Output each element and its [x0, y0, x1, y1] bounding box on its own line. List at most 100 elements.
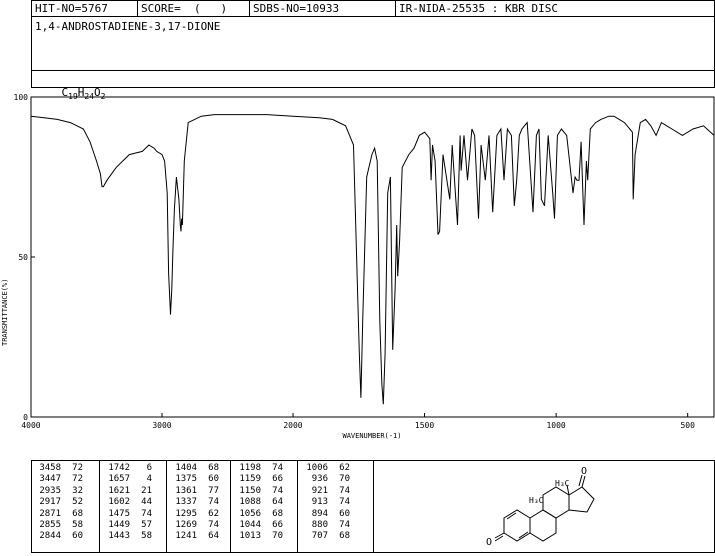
- x-tick-label: 3000: [152, 421, 171, 430]
- peak-transmittance: 44: [141, 497, 152, 508]
- peak-wavenumber: 1198: [239, 463, 261, 473]
- peak-transmittance: 68: [339, 531, 350, 542]
- peak-row: 1602 44: [100, 497, 166, 508]
- peak-wavenumber: 707: [311, 531, 328, 542]
- peak-row: 1198 74: [231, 463, 297, 474]
- score-field: SCORE= ( ): [138, 1, 250, 17]
- peak-wavenumber: 1044: [239, 519, 261, 530]
- peak-row: 936 70: [298, 474, 373, 485]
- peak-row: 921 74: [298, 486, 373, 497]
- peak-row: 1044 66: [231, 520, 297, 531]
- molecular-structure: O O H₃C H₃C: [486, 466, 595, 548]
- peak-row: 1159 66: [231, 474, 297, 485]
- peak-row: 1449 57: [100, 520, 166, 531]
- ir-spectrum-chart: 0 50 100 4000 3000 2000 1500 1000 500 TRANSMITT…: [1, 93, 715, 440]
- peak-wavenumber: 1088: [239, 497, 261, 508]
- peak-transmittance: 74: [141, 508, 152, 519]
- peak-column: 1198 74 1159 66 1150 74 1088 64 1056 68 1044 66 1013…: [231, 460, 298, 552]
- peak-row: 2871 68: [31, 509, 99, 520]
- peak-row: 1269 74: [167, 520, 230, 531]
- peak-row: 2917 52: [31, 497, 99, 508]
- peak-row: 1375 60: [167, 474, 230, 485]
- peak-transmittance: 74: [272, 485, 283, 496]
- peak-column: 1404 68 1375 60 1361 77 1337 74 1295 62 1269 74 1241…: [167, 460, 231, 552]
- peak-row: 1742 6: [100, 463, 166, 474]
- peak-transmittance: 32: [72, 485, 83, 496]
- peak-transmittance: 60: [208, 474, 219, 485]
- peak-transmittance: 74: [339, 485, 350, 496]
- peak-wavenumber: 1337: [175, 497, 197, 508]
- peak-wavenumber: 880: [311, 519, 328, 530]
- peak-wavenumber: 894: [311, 508, 328, 519]
- peak-transmittance: 68: [272, 508, 283, 519]
- x-tick-label: 1500: [415, 421, 434, 430]
- sdbs-number: SDBS-NO=10933: [250, 1, 396, 17]
- peak-wavenumber: 1621: [108, 485, 130, 496]
- x-axis-label: WAVENUMBER(-1): [342, 432, 401, 440]
- peak-wavenumber: 1269: [175, 519, 197, 530]
- x-tick-label: 2000: [283, 421, 302, 430]
- methyl-c19-label: H₃C: [529, 496, 544, 505]
- peak-row: 1443 58: [100, 531, 166, 542]
- peak-wavenumber: 1742: [108, 463, 130, 473]
- compound-info: 1,4-ANDROSTADIENE-3,17-DIONE C19H24O2: [31, 16, 715, 101]
- peak-column: 1742 6 1657 4 1621 21 1602 44 1475 74 1449 57 1443 58: [100, 460, 167, 552]
- peak-row: 1088 64: [231, 497, 297, 508]
- peak-column: 1006 62 936 70 921 74 913 74 894 60 880 74 707 68: [298, 460, 373, 552]
- peak-row: 1241 64: [167, 531, 230, 542]
- peak-wavenumber: 1602: [108, 497, 130, 508]
- spectrum-line: [30, 114, 715, 405]
- peak-wavenumber: 1475: [108, 508, 130, 519]
- peak-wavenumber: 1443: [108, 531, 130, 542]
- peak-row: 3447 72: [31, 474, 99, 485]
- peak-wavenumber: 1241: [175, 531, 197, 542]
- ir-nida-label: IR-NIDA-25535 : KBR DISC: [399, 2, 558, 15]
- peak-transmittance: 52: [72, 497, 83, 508]
- peak-transmittance: 74: [208, 519, 219, 530]
- peak-row: 1657 4: [100, 474, 166, 485]
- peak-row: 894 60: [298, 509, 373, 520]
- peak-row: 913 74: [298, 497, 373, 508]
- structure-frame: O O H₃C H₃C: [373, 460, 715, 553]
- peak-wavenumber: 1404: [175, 463, 197, 473]
- peak-wavenumber: 3447: [39, 474, 61, 485]
- peak-wavenumber: 1013: [239, 531, 261, 542]
- peak-transmittance: 68: [208, 463, 219, 473]
- peak-transmittance: 4: [146, 474, 152, 485]
- peak-wavenumber: 913: [311, 497, 328, 508]
- peak-row: 1056 68: [231, 509, 297, 520]
- peak-row: 1006 62: [298, 463, 373, 474]
- peak-wavenumber: 1361: [175, 485, 197, 496]
- peak-row: 880 74: [298, 520, 373, 531]
- x-tick-label: 4000: [21, 421, 40, 430]
- peak-transmittance: 64: [208, 531, 219, 542]
- peak-wavenumber: 2935: [39, 485, 61, 496]
- peak-transmittance: 74: [208, 497, 219, 508]
- peak-wavenumber: 2855: [39, 519, 61, 530]
- peak-transmittance: 72: [72, 474, 83, 485]
- methyl-c18-label: H₃C: [555, 479, 570, 488]
- oxygen-c17-label: O: [581, 466, 587, 477]
- peak-transmittance: 72: [72, 463, 83, 473]
- peak-wavenumber: 1056: [239, 508, 261, 519]
- peak-row: 2855 58: [31, 520, 99, 531]
- peak-transmittance: 6: [146, 463, 152, 473]
- peak-transmittance: 77: [208, 485, 219, 496]
- peak-row: 1361 77: [167, 486, 230, 497]
- peak-transmittance: 74: [272, 463, 283, 473]
- peak-column: 3458 72 3447 72 2935 32 2917 52 2871 68 2855 58 2844…: [31, 460, 100, 552]
- peak-transmittance: 60: [72, 531, 83, 542]
- peak-row: 1404 68: [167, 463, 230, 474]
- peak-wavenumber: 1150: [239, 485, 261, 496]
- peak-wavenumber: 1159: [239, 474, 261, 485]
- peak-row: 707 68: [298, 531, 373, 542]
- plot-frame: [30, 96, 715, 418]
- peak-transmittance: 74: [339, 519, 350, 530]
- peak-wavenumber: 1295: [175, 508, 197, 519]
- peak-transmittance: 60: [339, 508, 350, 519]
- peak-transmittance: 62: [339, 463, 350, 473]
- peak-wavenumber: 2871: [39, 508, 61, 519]
- peak-wavenumber: 1375: [175, 474, 197, 485]
- peak-wavenumber: 936: [311, 474, 328, 485]
- y-axis-label: TRANSMITTANCE(%): [1, 279, 9, 346]
